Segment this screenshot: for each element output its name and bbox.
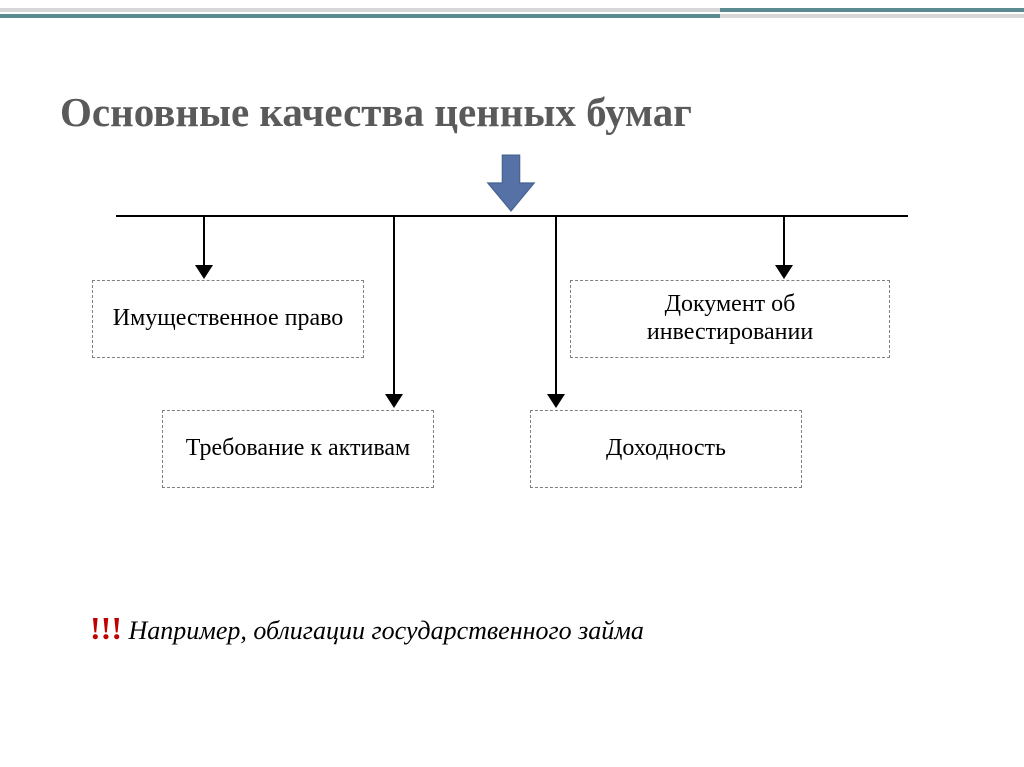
branch-arrowhead-icon — [547, 394, 565, 408]
branch-line — [783, 215, 785, 267]
footer-exclaim: !!! — [90, 610, 122, 646]
top-bar-upper-right — [720, 8, 1024, 12]
branch-arrowhead-icon — [775, 265, 793, 279]
branch-line — [203, 215, 205, 267]
top-bar-upper — [0, 8, 1024, 12]
box-property-right: Имущественное право — [92, 280, 364, 358]
branch-arrowhead-icon — [385, 394, 403, 408]
box-asset-req: Требование к активам — [162, 410, 434, 488]
footer-text: Например, облигации государственного зай… — [122, 616, 644, 645]
branch-arrowhead-icon — [195, 265, 213, 279]
page-title: Основные качества ценных бумаг — [60, 88, 960, 136]
branch-horizontal-line — [116, 215, 908, 217]
branch-line — [393, 215, 395, 396]
main-arrow-down-icon — [482, 152, 540, 214]
box-yield: Доходность — [530, 410, 802, 488]
top-bar-lower-right — [720, 14, 1024, 18]
branch-line — [555, 215, 557, 396]
top-decor — [0, 0, 1024, 22]
box-investment-doc: Документ об инвестировании — [570, 280, 890, 358]
top-bar-upper-left — [0, 8, 720, 12]
top-bar-lower — [0, 14, 1024, 18]
footer-note: !!! Например, облигации государственного… — [90, 610, 644, 647]
top-bar-lower-left — [0, 14, 720, 18]
slide: Основные качества ценных бумаг Имуществе… — [0, 0, 1024, 767]
